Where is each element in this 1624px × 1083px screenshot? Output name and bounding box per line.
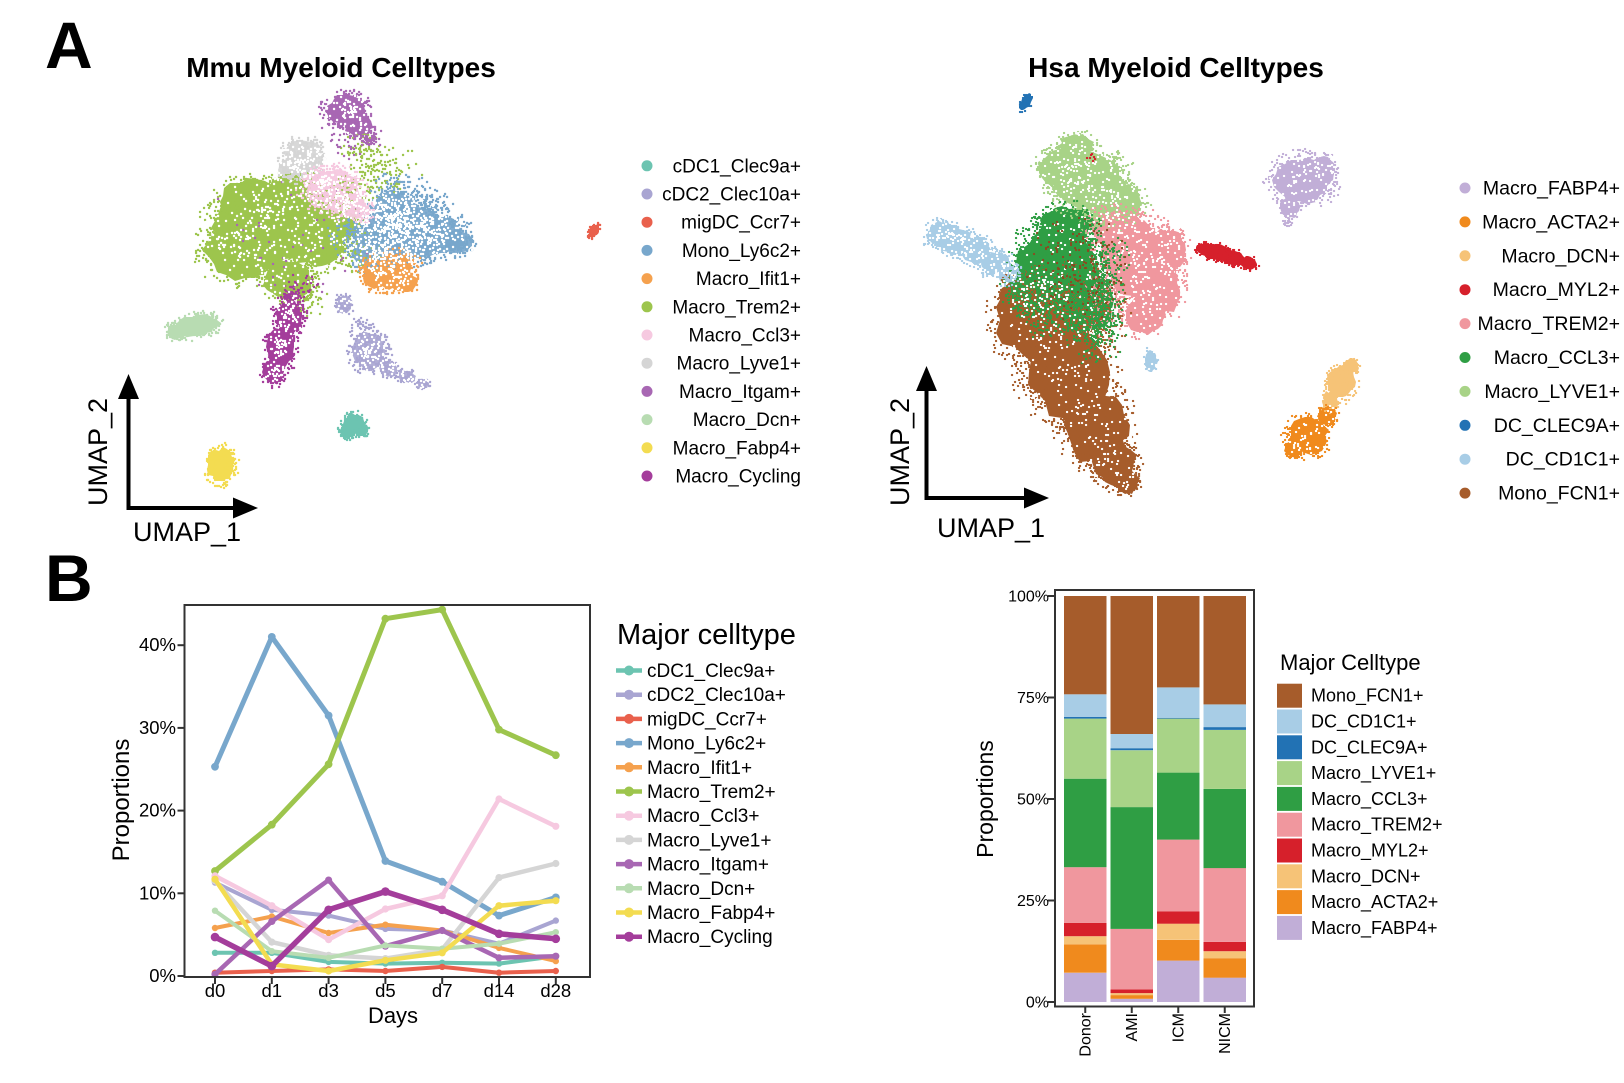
svg-text:Macro_TREM2+: Macro_TREM2+ — [1478, 313, 1621, 335]
svg-text:Macro_Ifit1+: Macro_Ifit1+ — [647, 758, 752, 779]
svg-text:UMAP_2: UMAP_2 — [885, 398, 915, 506]
svg-text:Mono_Ly6c2+: Mono_Ly6c2+ — [647, 734, 766, 755]
svg-text:ICM: ICM — [1171, 1013, 1188, 1042]
svg-text:cDC1_Clec9a+: cDC1_Clec9a+ — [673, 156, 801, 177]
svg-text:Proportions: Proportions — [108, 739, 135, 862]
svg-text:DC_CLEC9A+: DC_CLEC9A+ — [1311, 737, 1428, 758]
svg-text:Macro_LYVE1+: Macro_LYVE1+ — [1484, 381, 1620, 403]
svg-text:cDC1_Clec9a+: cDC1_Clec9a+ — [647, 661, 775, 682]
svg-text:Major Celltype: Major Celltype — [1280, 650, 1421, 675]
svg-text:Macro_Fabp4+: Macro_Fabp4+ — [673, 438, 801, 459]
svg-text:Mono_FCN1+: Mono_FCN1+ — [1311, 686, 1424, 707]
svg-text:Macro_MYL2+: Macro_MYL2+ — [1493, 279, 1620, 301]
svg-text:DC_CD1C1+: DC_CD1C1+ — [1506, 449, 1620, 471]
svg-text:Hsa Myeloid Celltypes: Hsa Myeloid Celltypes — [1028, 52, 1324, 83]
svg-text:migDC_Ccr7+: migDC_Ccr7+ — [681, 213, 801, 234]
svg-text:A: A — [45, 8, 93, 82]
svg-text:Macro_Lyve1+: Macro_Lyve1+ — [647, 830, 771, 851]
svg-text:40%: 40% — [139, 634, 176, 655]
svg-text:Macro_DCN+: Macro_DCN+ — [1311, 866, 1421, 887]
svg-text:Macro_TREM2+: Macro_TREM2+ — [1311, 815, 1443, 836]
svg-text:25%: 25% — [1017, 893, 1049, 910]
svg-text:d0: d0 — [205, 980, 226, 1001]
svg-text:NICM: NICM — [1217, 1013, 1234, 1054]
svg-text:Major celltype: Major celltype — [617, 619, 796, 651]
svg-text:Macro_Trem2+: Macro_Trem2+ — [672, 297, 801, 318]
svg-text:UMAP_1: UMAP_1 — [133, 517, 241, 547]
svg-text:d14: d14 — [484, 980, 515, 1001]
svg-text:30%: 30% — [139, 717, 176, 738]
svg-text:Mono_FCN1+: Mono_FCN1+ — [1498, 483, 1620, 505]
svg-text:Macro_Ifit1+: Macro_Ifit1+ — [696, 269, 801, 290]
svg-text:DC_CD1C1+: DC_CD1C1+ — [1311, 712, 1417, 733]
svg-text:Macro_MYL2+: Macro_MYL2+ — [1311, 841, 1429, 862]
svg-text:d28: d28 — [540, 980, 571, 1001]
svg-text:Macro_DCN+: Macro_DCN+ — [1501, 245, 1620, 267]
svg-text:Macro_Trem2+: Macro_Trem2+ — [647, 782, 776, 803]
svg-text:d7: d7 — [432, 980, 453, 1001]
svg-text:d3: d3 — [318, 980, 339, 1001]
svg-text:cDC2_Clec10a+: cDC2_Clec10a+ — [662, 185, 801, 206]
svg-text:B: B — [45, 541, 93, 615]
svg-text:Macro_Cycling: Macro_Cycling — [675, 467, 801, 488]
svg-text:Donor: Donor — [1078, 1012, 1095, 1056]
svg-text:Macro_ACTA2+: Macro_ACTA2+ — [1311, 892, 1438, 913]
svg-text:Macro_Ccl3+: Macro_Ccl3+ — [647, 806, 759, 827]
svg-text:Macro_CCL3+: Macro_CCL3+ — [1494, 347, 1620, 369]
svg-text:Macro_ACTA2+: Macro_ACTA2+ — [1482, 211, 1620, 233]
svg-text:Macro_FABP4+: Macro_FABP4+ — [1483, 178, 1620, 200]
svg-text:0%: 0% — [149, 965, 176, 986]
svg-text:d1: d1 — [262, 980, 283, 1001]
svg-text:Proportions: Proportions — [972, 740, 998, 858]
svg-text:Macro_Itgam+: Macro_Itgam+ — [679, 382, 801, 403]
svg-text:20%: 20% — [139, 800, 176, 821]
svg-text:Macro_Itgam+: Macro_Itgam+ — [647, 855, 769, 876]
svg-text:Days: Days — [368, 1003, 418, 1028]
svg-text:0%: 0% — [1026, 995, 1049, 1012]
svg-text:Macro_Lyve1+: Macro_Lyve1+ — [677, 354, 801, 375]
svg-text:Macro_FABP4+: Macro_FABP4+ — [1311, 918, 1438, 939]
svg-text:50%: 50% — [1017, 792, 1049, 809]
svg-text:migDC_Ccr7+: migDC_Ccr7+ — [647, 709, 767, 730]
svg-text:UMAP_1: UMAP_1 — [937, 513, 1045, 543]
svg-text:Macro_Dcn+: Macro_Dcn+ — [647, 879, 755, 900]
svg-text:UMAP_2: UMAP_2 — [83, 398, 113, 506]
svg-text:Macro_Fabp4+: Macro_Fabp4+ — [647, 903, 775, 924]
svg-text:d5: d5 — [375, 980, 396, 1001]
svg-text:10%: 10% — [139, 882, 176, 903]
svg-text:DC_CLEC9A+: DC_CLEC9A+ — [1494, 415, 1620, 437]
svg-text:Macro_LYVE1+: Macro_LYVE1+ — [1311, 763, 1436, 784]
svg-text:100%: 100% — [1008, 589, 1049, 606]
svg-text:Macro_Cycling: Macro_Cycling — [647, 927, 773, 948]
svg-text:Macro_Ccl3+: Macro_Ccl3+ — [689, 326, 801, 347]
svg-text:Mmu Myeloid Celltypes: Mmu Myeloid Celltypes — [186, 52, 496, 83]
svg-text:AMI: AMI — [1124, 1013, 1141, 1041]
svg-text:Macro_CCL3+: Macro_CCL3+ — [1311, 789, 1428, 810]
svg-text:Macro_Dcn+: Macro_Dcn+ — [693, 410, 801, 431]
svg-text:cDC2_Clec10a+: cDC2_Clec10a+ — [647, 685, 786, 706]
svg-text:Mono_Ly6c2+: Mono_Ly6c2+ — [682, 241, 801, 262]
svg-text:75%: 75% — [1017, 690, 1049, 707]
